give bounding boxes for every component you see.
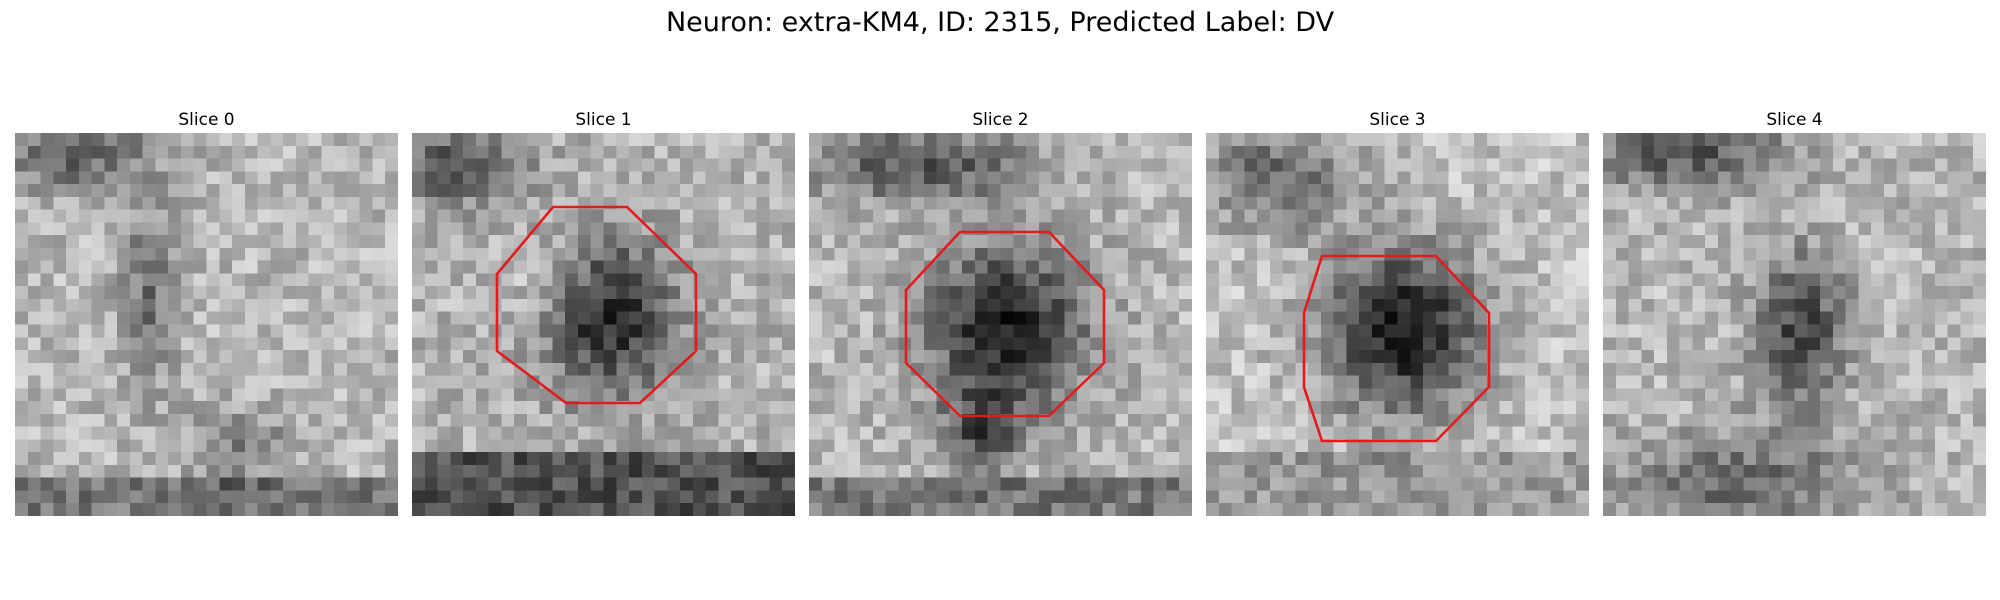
figure-title: Neuron: extra-KM4, ID: 2315, Predicted L… <box>665 7 1335 38</box>
slice-title-3: Slice 3 <box>1369 110 1426 130</box>
slice-title-1: Slice 1 <box>575 110 632 130</box>
slice-panel-1: Slice 1 <box>412 108 795 516</box>
slice-panel-0: Slice 0 <box>15 108 398 516</box>
slice-image-2 <box>809 133 1192 516</box>
slice-title-2: Slice 2 <box>972 110 1029 130</box>
slice-title-0: Slice 0 <box>178 110 235 130</box>
slice-panel-3: Slice 3 <box>1206 108 1589 516</box>
slice-panel-4: Slice 4 <box>1603 108 1986 516</box>
slice-image-1 <box>412 133 795 516</box>
slice-image-4 <box>1603 133 1986 516</box>
slice-panel-2: Slice 2 <box>809 108 1192 516</box>
slice-image-3 <box>1206 133 1589 516</box>
slice-image-0 <box>15 133 398 516</box>
slice-title-4: Slice 4 <box>1766 110 1823 130</box>
